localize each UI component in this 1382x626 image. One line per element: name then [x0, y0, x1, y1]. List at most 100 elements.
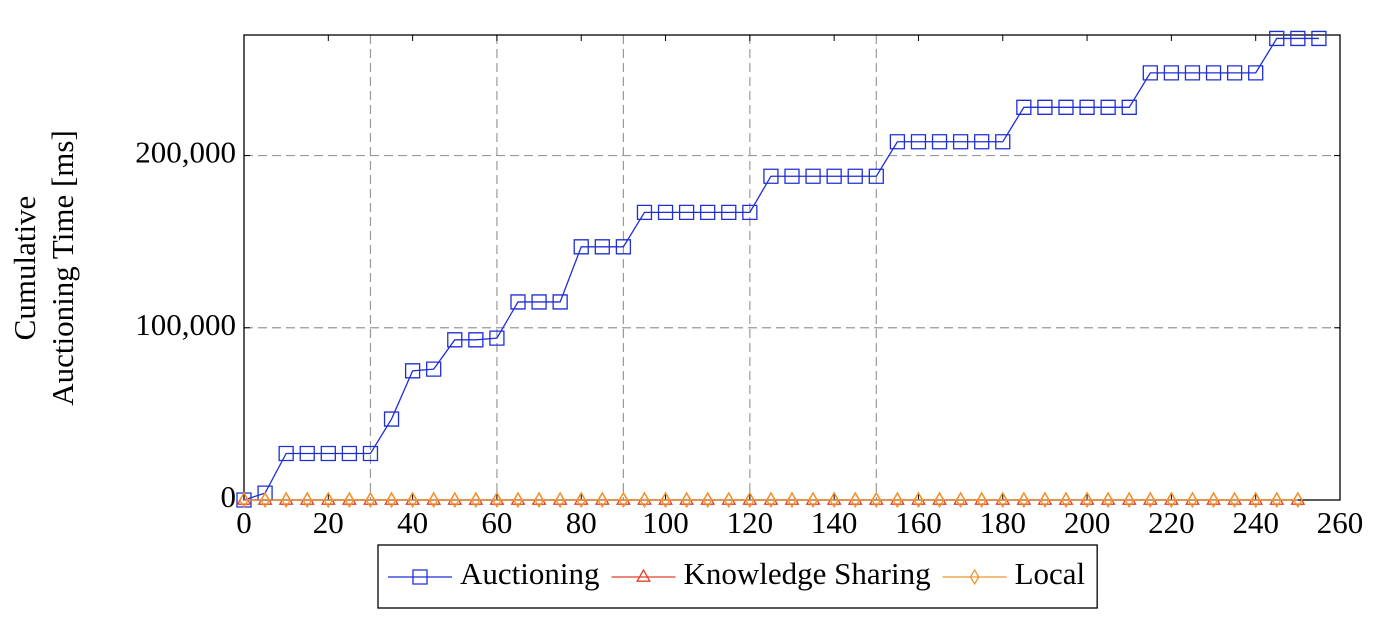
marker — [1142, 65, 1158, 81]
marker — [889, 491, 905, 505]
marker — [681, 491, 692, 509]
x-tick-label: 100 — [642, 505, 689, 540]
marker — [1271, 491, 1282, 509]
marker — [910, 134, 927, 150]
marker — [784, 491, 800, 505]
marker — [341, 491, 357, 505]
marker — [974, 491, 990, 505]
marker — [1124, 491, 1135, 509]
marker — [1100, 491, 1116, 505]
marker — [1227, 491, 1243, 505]
marker — [412, 569, 428, 585]
marker — [763, 491, 779, 505]
marker — [552, 491, 568, 505]
marker — [639, 491, 650, 509]
marker — [1100, 99, 1116, 115]
marker — [470, 491, 481, 509]
marker — [829, 491, 840, 509]
marker — [1037, 99, 1053, 115]
marker — [1079, 99, 1095, 115]
x-tick-label: 180 — [980, 505, 1027, 540]
marker — [702, 491, 713, 509]
marker — [1103, 491, 1114, 509]
x-tick-label: 120 — [727, 505, 774, 540]
marker — [765, 491, 776, 509]
x-tick-label: 0 — [236, 505, 252, 540]
marker — [576, 491, 587, 509]
marker — [1311, 30, 1327, 47]
marker — [678, 204, 695, 221]
x-tick-label: 80 — [566, 505, 597, 540]
marker — [1166, 491, 1177, 509]
marker — [615, 239, 632, 255]
marker — [239, 491, 249, 509]
marker — [618, 491, 629, 509]
marker — [723, 491, 734, 509]
marker — [365, 491, 376, 509]
x-tick-label: 40 — [397, 505, 428, 540]
marker — [428, 491, 439, 509]
marker — [489, 330, 505, 346]
marker — [531, 294, 547, 310]
marker — [594, 491, 610, 505]
marker — [850, 491, 861, 509]
legend-label: Knowledge Sharing — [684, 556, 931, 591]
y-tick-label: 0 — [221, 479, 237, 514]
marker — [1016, 491, 1032, 505]
marker — [1292, 491, 1303, 509]
marker — [404, 363, 421, 379]
y-axis-label: Cumulative — [7, 196, 42, 341]
x-tick-label: 160 — [895, 505, 942, 540]
marker — [1187, 491, 1198, 509]
marker — [700, 204, 716, 221]
marker — [468, 332, 484, 348]
marker — [787, 491, 797, 509]
marker — [1037, 491, 1053, 505]
marker — [763, 168, 779, 184]
marker — [510, 491, 526, 505]
marker — [1018, 491, 1029, 509]
marker — [660, 491, 671, 509]
marker — [278, 491, 294, 505]
marker — [1290, 30, 1306, 47]
x-tick-label: 20 — [313, 505, 344, 540]
marker — [1061, 491, 1071, 509]
marker — [510, 294, 526, 310]
marker — [784, 168, 800, 184]
marker — [742, 204, 758, 221]
marker — [491, 491, 502, 509]
marker — [1121, 491, 1137, 505]
marker — [1250, 491, 1261, 509]
marker — [468, 491, 484, 505]
legend: Auctioning Knowledge Sharing Local — [377, 544, 1098, 609]
marker — [341, 445, 358, 462]
marker — [597, 491, 608, 509]
marker — [826, 168, 842, 184]
marker — [513, 491, 523, 509]
marker — [1269, 30, 1285, 47]
marker — [555, 491, 566, 509]
x-tick-label: 260 — [1317, 505, 1364, 540]
marker — [447, 332, 463, 348]
marker — [889, 134, 906, 150]
marker — [997, 491, 1008, 509]
marker — [805, 491, 821, 505]
x-tick-label: 220 — [1148, 505, 1195, 540]
marker — [552, 294, 568, 310]
x-tick-label: 240 — [1232, 505, 1279, 540]
marker — [320, 445, 336, 462]
x-tick-label: 60 — [481, 505, 512, 540]
marker — [260, 491, 271, 509]
marker — [1142, 491, 1158, 505]
y-tick-label: 100,000 — [135, 307, 236, 342]
legend-label: Auctioning — [460, 556, 600, 591]
plot-frame — [243, 34, 1341, 501]
marker — [808, 491, 819, 509]
marker — [636, 204, 653, 221]
marker — [1248, 65, 1264, 81]
marker — [1016, 99, 1032, 115]
marker — [1082, 491, 1093, 509]
marker — [573, 239, 589, 255]
marker — [868, 168, 884, 184]
